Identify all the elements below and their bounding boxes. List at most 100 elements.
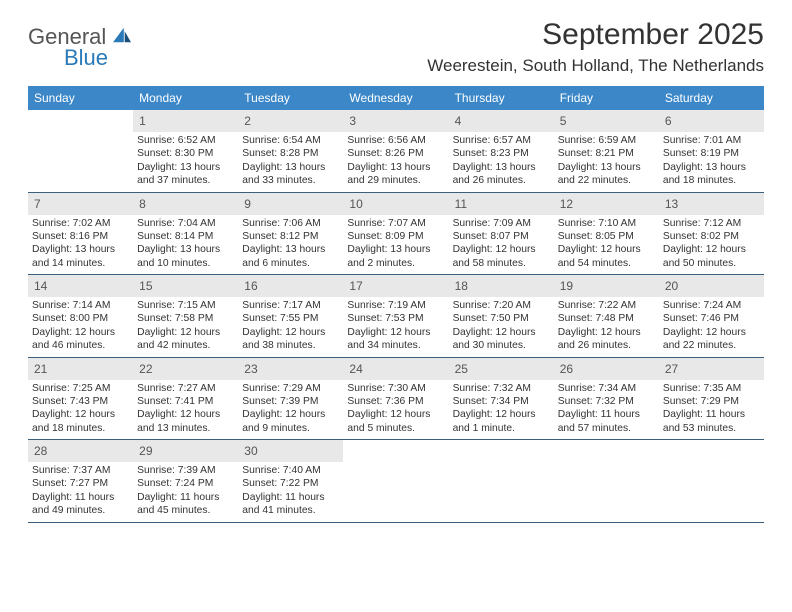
sunrise-text: Sunrise: 6:54 AM: [242, 134, 339, 147]
day-number-bar: 26: [554, 358, 659, 380]
sunset-text: Sunset: 7:22 PM: [242, 477, 339, 490]
day-body: Sunrise: 7:09 AMSunset: 8:07 PMDaylight:…: [449, 215, 554, 275]
sunset-text: Sunset: 8:02 PM: [663, 230, 760, 243]
day-body: Sunrise: 7:01 AMSunset: 8:19 PMDaylight:…: [659, 132, 764, 192]
daylight-text: Daylight: 11 hours and 45 minutes.: [137, 491, 234, 518]
day-number: 19: [560, 279, 573, 293]
calendar-grid: Sunday Monday Tuesday Wednesday Thursday…: [28, 86, 764, 523]
day-number: 5: [560, 114, 567, 128]
day-cell: 3Sunrise: 6:56 AMSunset: 8:26 PMDaylight…: [343, 110, 448, 192]
day-number: 14: [34, 279, 47, 293]
day-number-bar: 22: [133, 358, 238, 380]
day-number-bar: 21: [28, 358, 133, 380]
day-cell: [343, 440, 448, 522]
day-number-bar: 24: [343, 358, 448, 380]
day-number: 23: [244, 362, 257, 376]
day-number: 29: [139, 444, 152, 458]
day-number-bar: 7: [28, 193, 133, 215]
day-cell: 13Sunrise: 7:12 AMSunset: 8:02 PMDayligh…: [659, 193, 764, 275]
day-number: 18: [455, 279, 468, 293]
day-number-bar: 10: [343, 193, 448, 215]
daylight-text: Daylight: 11 hours and 41 minutes.: [242, 491, 339, 518]
day-number: 9: [244, 197, 251, 211]
calendar-page: General Blue September 2025 Weerestein, …: [0, 0, 792, 523]
sunset-text: Sunset: 7:48 PM: [558, 312, 655, 325]
day-body: [659, 444, 764, 450]
daylight-text: Daylight: 12 hours and 5 minutes.: [347, 408, 444, 435]
day-body: Sunrise: 7:15 AMSunset: 7:58 PMDaylight:…: [133, 297, 238, 357]
sunset-text: Sunset: 7:43 PM: [32, 395, 129, 408]
daylight-text: Daylight: 12 hours and 42 minutes.: [137, 326, 234, 353]
day-cell: 6Sunrise: 7:01 AMSunset: 8:19 PMDaylight…: [659, 110, 764, 192]
day-number-bar: 28: [28, 440, 133, 462]
day-number-bar: 18: [449, 275, 554, 297]
day-body: Sunrise: 7:24 AMSunset: 7:46 PMDaylight:…: [659, 297, 764, 357]
day-number-bar: 6: [659, 110, 764, 132]
sunset-text: Sunset: 7:46 PM: [663, 312, 760, 325]
day-number-bar: 4: [449, 110, 554, 132]
day-number-bar: 8: [133, 193, 238, 215]
week-row: 28Sunrise: 7:37 AMSunset: 7:27 PMDayligh…: [28, 440, 764, 523]
daylight-text: Daylight: 13 hours and 14 minutes.: [32, 243, 129, 270]
sunset-text: Sunset: 7:34 PM: [453, 395, 550, 408]
sunrise-text: Sunrise: 7:27 AM: [137, 382, 234, 395]
day-body: Sunrise: 6:54 AMSunset: 8:28 PMDaylight:…: [238, 132, 343, 192]
dow-friday: Friday: [554, 86, 659, 110]
daylight-text: Daylight: 13 hours and 22 minutes.: [558, 161, 655, 188]
day-cell: 25Sunrise: 7:32 AMSunset: 7:34 PMDayligh…: [449, 358, 554, 440]
day-cell: 18Sunrise: 7:20 AMSunset: 7:50 PMDayligh…: [449, 275, 554, 357]
daylight-text: Daylight: 12 hours and 13 minutes.: [137, 408, 234, 435]
sunset-text: Sunset: 8:28 PM: [242, 147, 339, 160]
day-cell: 15Sunrise: 7:15 AMSunset: 7:58 PMDayligh…: [133, 275, 238, 357]
day-number-bar: 5: [554, 110, 659, 132]
day-number-bar: 16: [238, 275, 343, 297]
day-cell: 4 Sunrise: 6:57 AMSunset: 8:23 PMDaylight…: [449, 110, 554, 192]
sunrise-text: Sunrise: 7:19 AM: [347, 299, 444, 312]
sunrise-text: Sunrise: 7:02 AM: [32, 217, 129, 230]
day-body: [28, 114, 133, 120]
daylight-text: Daylight: 12 hours and 9 minutes.: [242, 408, 339, 435]
logo-sail-icon: [111, 26, 133, 44]
day-number: 27: [665, 362, 678, 376]
sunrise-text: Sunrise: 7:15 AM: [137, 299, 234, 312]
day-cell: 9Sunrise: 7:06 AMSunset: 8:12 PMDaylight…: [238, 193, 343, 275]
day-cell: 24Sunrise: 7:30 AMSunset: 7:36 PMDayligh…: [343, 358, 448, 440]
daylight-text: Daylight: 13 hours and 37 minutes.: [137, 161, 234, 188]
sunrise-text: Sunrise: 7:01 AM: [663, 134, 760, 147]
day-number: 21: [34, 362, 47, 376]
sunrise-text: Sunrise: 7:10 AM: [558, 217, 655, 230]
daylight-text: Daylight: 12 hours and 30 minutes.: [453, 326, 550, 353]
day-number-bar: 15: [133, 275, 238, 297]
sunset-text: Sunset: 7:29 PM: [663, 395, 760, 408]
daylight-text: Daylight: 13 hours and 26 minutes.: [453, 161, 550, 188]
day-cell: 20Sunrise: 7:24 AMSunset: 7:46 PMDayligh…: [659, 275, 764, 357]
day-cell: 10Sunrise: 7:07 AMSunset: 8:09 PMDayligh…: [343, 193, 448, 275]
sunrise-text: Sunrise: 7:20 AM: [453, 299, 550, 312]
day-number: 13: [665, 197, 678, 211]
day-number: 4: [455, 114, 462, 128]
sunset-text: Sunset: 8:21 PM: [558, 147, 655, 160]
day-cell: 1Sunrise: 6:52 AMSunset: 8:30 PMDaylight…: [133, 110, 238, 192]
day-number: 11: [455, 197, 467, 211]
sunset-text: Sunset: 8:12 PM: [242, 230, 339, 243]
daylight-text: Daylight: 13 hours and 29 minutes.: [347, 161, 444, 188]
sunrise-text: Sunrise: 7:04 AM: [137, 217, 234, 230]
day-number: 28: [34, 444, 47, 458]
day-body: Sunrise: 7:27 AMSunset: 7:41 PMDaylight:…: [133, 380, 238, 440]
daylight-text: Daylight: 11 hours and 53 minutes.: [663, 408, 760, 435]
day-cell: 2Sunrise: 6:54 AMSunset: 8:28 PMDaylight…: [238, 110, 343, 192]
day-body: Sunrise: 6:57 AMSunset: 8:23 PMDaylight:…: [449, 132, 554, 192]
weeks-container: 1Sunrise: 6:52 AMSunset: 8:30 PMDaylight…: [28, 110, 764, 523]
daylight-text: Daylight: 12 hours and 1 minute.: [453, 408, 550, 435]
day-number: 16: [244, 279, 257, 293]
day-number-bar: 29: [133, 440, 238, 462]
sunrise-text: Sunrise: 7:22 AM: [558, 299, 655, 312]
day-cell: 27Sunrise: 7:35 AMSunset: 7:29 PMDayligh…: [659, 358, 764, 440]
sunset-text: Sunset: 7:58 PM: [137, 312, 234, 325]
dow-wednesday: Wednesday: [343, 86, 448, 110]
sunset-text: Sunset: 8:05 PM: [558, 230, 655, 243]
day-number-bar: 23: [238, 358, 343, 380]
day-number-bar: 1: [133, 110, 238, 132]
day-number-bar: 14: [28, 275, 133, 297]
day-body: Sunrise: 7:39 AMSunset: 7:24 PMDaylight:…: [133, 462, 238, 522]
